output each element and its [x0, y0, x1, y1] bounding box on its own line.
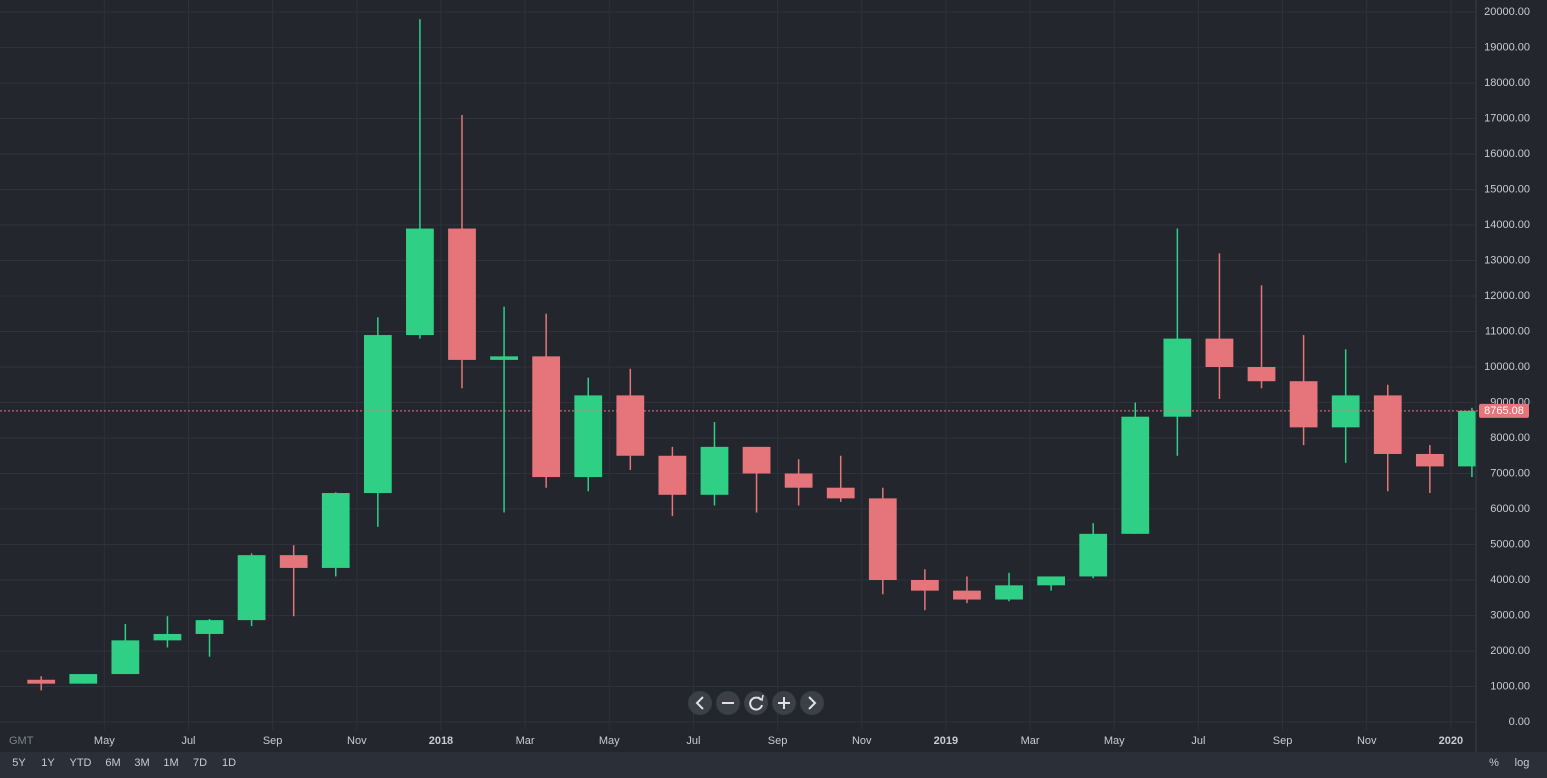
candle-body — [153, 633, 182, 641]
x-tick-label: 2019 — [934, 735, 958, 747]
candle-body — [448, 228, 476, 360]
candle-body — [1415, 453, 1444, 467]
y-tick-label: 2000.00 — [1490, 645, 1530, 657]
scale-button[interactable]: log — [1515, 757, 1530, 769]
y-tick-label: 19000.00 — [1484, 41, 1530, 53]
range-button[interactable]: 1D — [222, 757, 236, 769]
x-tick-label: Nov — [852, 735, 872, 747]
axes: 0.00 1000.00 2000.00 3000.00 4000.00 5000.00 6… — [0, 6, 1530, 747]
candle-body — [953, 590, 981, 600]
x-tick-label: Mar — [1021, 735, 1040, 747]
range-button[interactable]: 6M — [105, 757, 120, 769]
x-tick-label: May — [599, 735, 620, 747]
y-tick-label: 1000.00 — [1490, 680, 1530, 692]
x-tick-label: Jul — [181, 735, 195, 747]
x-tick-label: May — [94, 735, 115, 747]
y-tick-label: 14000.00 — [1484, 219, 1530, 231]
range-button[interactable]: 7D — [193, 757, 207, 769]
pan-left[interactable] — [688, 691, 712, 715]
candle-body — [658, 455, 687, 495]
y-tick-label: 3000.00 — [1490, 609, 1530, 621]
y-tick-label: 10000.00 — [1484, 361, 1530, 373]
nav-buttons — [688, 691, 824, 715]
last-price-label: 8765.08 — [1484, 405, 1524, 417]
candle-body — [826, 487, 855, 499]
y-tick-label: 18000.00 — [1484, 77, 1530, 89]
candle-body — [700, 446, 729, 495]
candle-body — [1289, 381, 1318, 428]
candle-body — [1458, 410, 1476, 467]
range-button[interactable]: 1Y — [41, 757, 55, 769]
candle-body — [1247, 367, 1276, 382]
candle-body — [574, 395, 603, 478]
y-tick-label: 13000.00 — [1484, 254, 1530, 266]
x-tick-label: Sep — [263, 735, 283, 747]
x-tick-label: Jul — [1191, 735, 1205, 747]
y-tick-label: 8000.00 — [1490, 432, 1530, 444]
candle-body — [742, 446, 771, 474]
candle-body — [27, 679, 56, 684]
scale-button[interactable]: % — [1489, 757, 1499, 769]
last-price-box — [1479, 403, 1529, 418]
candle-body — [910, 580, 939, 591]
candle-body — [995, 585, 1023, 600]
x-tick-label: Sep — [1273, 735, 1293, 747]
range-button[interactable]: YTD — [70, 757, 92, 769]
range-button[interactable]: 3M — [134, 757, 149, 769]
y-tick-label: 5000.00 — [1490, 538, 1530, 550]
candle-body — [195, 620, 224, 634]
candle-body — [1163, 338, 1192, 417]
y-tick-label: 20000.00 — [1484, 6, 1530, 18]
range-button[interactable]: 1M — [163, 757, 178, 769]
candle-body — [1331, 395, 1360, 428]
candle-body — [1037, 576, 1066, 586]
candle-body — [616, 395, 645, 456]
candle-body — [1079, 533, 1108, 577]
toolbar-buttons: 5Y 1Y YTD 6M 3M 1M 7D 1D% log — [12, 757, 1529, 769]
candle-body — [1205, 338, 1234, 367]
x-tick-label: Mar — [516, 735, 535, 747]
x-tick-label: May — [1104, 735, 1125, 747]
x-tick-label: Nov — [1357, 735, 1377, 747]
candle-body — [406, 228, 434, 336]
candles — [27, 19, 1476, 691]
reset[interactable] — [744, 691, 768, 715]
zoom-in[interactable] — [772, 691, 796, 715]
candle-body — [111, 640, 140, 675]
y-tick-label: 4000.00 — [1490, 574, 1530, 586]
x-tick-label: Jul — [686, 735, 700, 747]
candle-body — [1121, 416, 1150, 534]
y-tick-label: 16000.00 — [1484, 148, 1530, 160]
candle-body — [784, 473, 813, 488]
x-tick-label: 2018 — [429, 735, 453, 747]
y-tick-label: 7000.00 — [1490, 467, 1530, 479]
pan-right[interactable] — [800, 691, 824, 715]
y-tick-label: 0.00 — [1509, 716, 1530, 728]
range-button[interactable]: 5Y — [12, 757, 26, 769]
y-tick-label: 12000.00 — [1484, 290, 1530, 302]
y-tick-label: 15000.00 — [1484, 183, 1530, 195]
candle-body — [868, 498, 897, 580]
x-tick-label: Nov — [347, 735, 367, 747]
candle-body — [69, 674, 98, 684]
timezone: GMT — [9, 735, 34, 747]
candle-body — [1373, 395, 1402, 454]
candle-body — [279, 555, 308, 568]
toolbar — [0, 752, 1547, 778]
candle-body — [490, 356, 518, 360]
candle-body — [532, 356, 561, 478]
y-tick-label: 11000.00 — [1485, 325, 1530, 337]
candle-body — [237, 555, 266, 621]
x-tick-label: 2020 — [1439, 735, 1463, 747]
candle-body — [363, 335, 392, 494]
y-tick-label: 17000.00 — [1484, 112, 1530, 124]
zoom-out[interactable] — [716, 691, 740, 715]
candle-body — [321, 493, 350, 568]
y-tick-label: 6000.00 — [1490, 503, 1530, 515]
x-tick-label: Sep — [768, 735, 788, 747]
